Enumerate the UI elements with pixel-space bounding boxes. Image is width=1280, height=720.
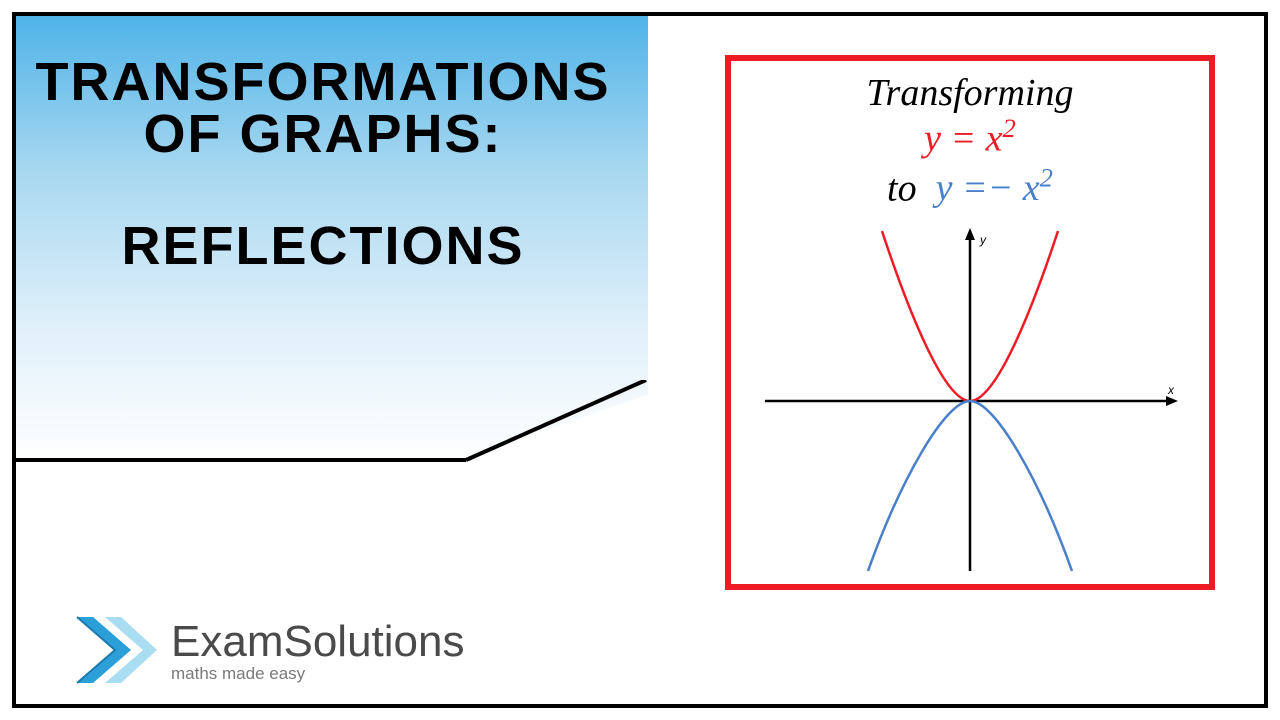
title-block: TRANSFORMATIONS OF GRAPHS: REFLECTIONS xyxy=(28,55,618,273)
equation-2-line: to y =− x2 xyxy=(731,163,1209,211)
svg-text:x: x xyxy=(1167,383,1175,397)
brand-tagline: maths made easy xyxy=(171,664,464,684)
graph-heading: Transforming xyxy=(731,71,1209,115)
divider-line xyxy=(16,380,666,580)
function-plot: y x y x xyxy=(750,226,1190,576)
title-line-3: REFLECTIONS xyxy=(28,219,618,273)
title-line-1: TRANSFORMATIONS xyxy=(28,55,618,109)
graph-heading-block: Transforming y = x2 to y =− x2 xyxy=(731,71,1209,210)
examsolutions-icon xyxy=(75,615,157,685)
brand-text: ExamSolutions maths made easy xyxy=(171,617,464,684)
brand-logo: ExamSolutions maths made easy xyxy=(75,615,464,685)
svg-text:y: y xyxy=(979,233,987,247)
connector-text: to xyxy=(887,167,917,209)
equation-2: y =− x2 xyxy=(926,167,1053,209)
equation-1: y = x2 xyxy=(731,113,1209,161)
graph-panel: Transforming y = x2 to y =− x2 y x y x xyxy=(725,55,1215,590)
brand-name: ExamSolutions xyxy=(171,617,464,667)
title-line-2: OF GRAPHS: xyxy=(28,107,618,161)
